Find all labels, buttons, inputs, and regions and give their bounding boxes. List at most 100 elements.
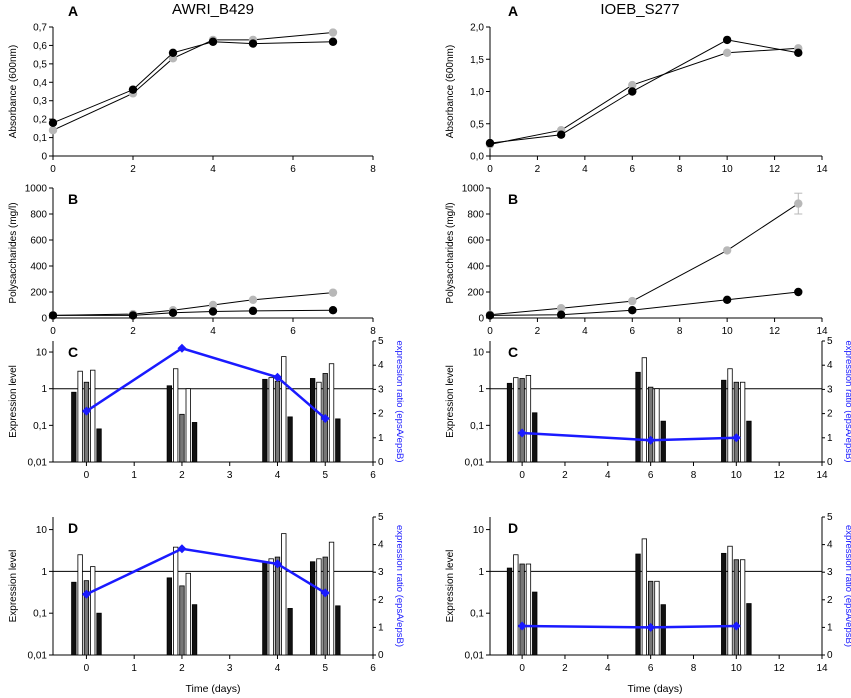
expression-bar [316,381,322,463]
expression-bar [335,418,341,463]
x-tick-label: 10 [722,326,734,337]
data-point-black [556,130,566,139]
expression-bar [519,563,525,656]
expression-bar [96,612,102,656]
expression-bar [641,357,647,463]
x-tick-label: 4 [582,164,588,175]
data-point-grey [628,296,637,306]
series-line-grey [489,203,799,316]
x-tick-label: 10 [722,164,734,175]
y-tick-right-label: 0 [827,457,833,468]
expression-bar [309,378,316,463]
y-tick-label: 1000 [462,184,485,195]
x-tick-label: 0 [519,470,525,481]
x-tick-label: 14 [816,326,828,337]
y-tick-label: 0,1 [470,421,484,432]
expression-bar [71,391,77,463]
expression-bar [328,363,335,463]
data-point-black [248,306,258,316]
y-tick-right-label: 2 [827,409,833,420]
ratio-line [522,431,737,442]
ratio-line [85,346,327,420]
expression-bar [173,368,179,463]
expression-bar [660,420,666,463]
panel-label: C [508,344,518,360]
series-line-black [489,291,799,316]
x-tick-label: 2 [535,164,541,175]
y-axis-right-label: expression ratio (epsA/epsB) [843,341,851,463]
expression-bar [746,603,752,656]
data-point-black [208,37,218,46]
x-tick-label: 14 [816,663,828,674]
chart-awri-expression-c: C Expression level expression ratio (epsA/… [8,336,405,481]
x-tick-label: 10 [731,470,743,481]
expression-bar [654,388,660,463]
expression-bar [647,386,654,463]
expression-bar [506,382,513,463]
expression-bar [77,370,83,463]
x-tick-label: 0 [487,326,493,337]
series-line-grey [489,47,799,145]
panel-label: B [68,191,78,207]
y-tick-label: 200 [467,288,484,299]
expression-bar [739,381,746,463]
y-axis-label: Expression level [445,550,456,623]
x-tick-label: 8 [691,663,697,674]
expression-bar [532,412,538,463]
ratio-point [320,413,330,423]
y-tick-label: 0,01 [465,458,485,469]
y-tick-label: 800 [467,210,484,221]
y-axis-right-label: expression ratio (epsA/epsB) [394,525,405,647]
data-point-grey [208,300,218,310]
y-tick-right-label: 4 [827,360,833,371]
panel-label: B [508,191,518,207]
y-tick-label: 1,0 [470,87,484,98]
y-tick-right-label: 1 [827,622,833,633]
y-axis-label: Absorbance (600nm) [445,45,456,138]
ratio-line [85,547,326,596]
y-tick-right-label: 1 [378,433,384,444]
y-tick-label: 10 [36,348,48,359]
y-axis-label: Expression level [8,365,19,438]
ratio-point [272,559,282,569]
expression-bar [513,554,519,656]
expression-bar [635,371,641,463]
y-tick-label: 0,6 [33,41,47,52]
y-axis-right-label: expression ratio (epsA/epsB) [394,341,405,463]
ratio-point [731,433,741,443]
y-axis-label: Absorbance (600nm) [8,45,19,138]
y-tick-label: 1 [478,567,484,578]
x-tick-label: 2 [535,326,541,337]
expression-bar [525,563,532,656]
y-tick-label: 0,0 [470,152,484,163]
y-axis-label: Polysaccharides (mg/l) [445,202,456,303]
x-tick-label: 0 [84,470,90,481]
y-tick-label: 0 [41,314,47,325]
y-tick-label: 1,5 [470,55,484,66]
expression-bar [77,554,83,656]
data-point-black [128,85,138,94]
expression-bar [654,580,660,656]
x-tick-label: 12 [774,663,786,674]
expression-bar [83,381,90,463]
x-tick-label: 4 [582,326,588,337]
y-tick-label: 1 [478,384,484,395]
expression-bar [281,533,287,656]
y-tick-right-label: 2 [827,595,833,606]
expression-bar [274,556,281,656]
y-tick-right-label: 3 [827,567,833,578]
y-tick-label: 1000 [25,184,48,195]
expression-bar [733,559,739,656]
y-tick-label: 600 [467,236,484,247]
data-point-black [328,306,338,315]
data-point-black [556,310,566,319]
x-tick-label: 12 [769,164,781,175]
y-tick-label: 1 [41,384,47,395]
x-tick-label: 6 [370,663,376,674]
panel-label: A [508,3,518,19]
y-tick-right-label: 5 [827,336,833,347]
chart-ioeb-absorbance: IOEB_S277 A Absorbance (600nm) 0,0 0,5 1,0 1,5… [445,1,828,175]
x-tick-label: 6 [648,470,654,481]
ratio-point [731,621,741,631]
y-tick-label: 10 [473,348,485,359]
